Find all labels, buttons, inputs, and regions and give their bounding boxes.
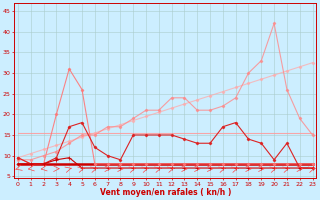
X-axis label: Vent moyen/en rafales ( kn/h ): Vent moyen/en rafales ( kn/h ) <box>100 188 231 197</box>
